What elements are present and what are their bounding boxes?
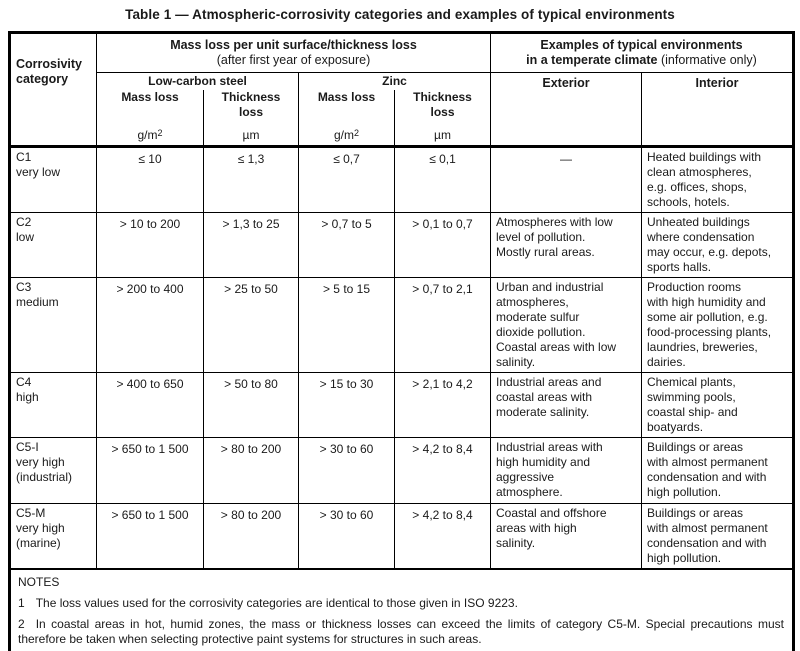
table-row-c4: C4 high > 400 to 650 > 50 to 80 > 15 to … xyxy=(9,371,794,438)
steel-mass-loss-cell: > 650 to 1 500 xyxy=(96,502,204,569)
zinc-thickness-loss-cell: > 2,1 to 4,2 xyxy=(394,371,491,438)
header-examples-group: Examples of typical environments in a te… xyxy=(490,32,794,73)
steel-thickness-loss-cell: > 80 to 200 xyxy=(203,502,299,569)
category-cell: C1 very low xyxy=(9,144,97,213)
table-row-c5m: C5-M very high (marine) > 650 to 1 500 >… xyxy=(9,502,794,569)
steel-mass-loss-cell: > 400 to 650 xyxy=(96,371,204,438)
interior-cell: Chemical plants, swimming pools, coastal… xyxy=(641,371,794,438)
mass-loss-group-title: Mass loss per unit surface/thickness los… xyxy=(170,38,417,52)
steel-mass-loss-cell: ≤ 10 xyxy=(96,144,204,213)
zinc-mass-loss-cell: > 15 to 30 xyxy=(298,371,395,438)
interior-cell: Production rooms with high humidity and … xyxy=(641,276,794,373)
steel-mass-loss-cell: > 10 to 200 xyxy=(96,211,204,278)
steel-thickness-loss-cell: > 50 to 80 xyxy=(203,371,299,438)
steel-thickness-loss-cell: > 80 to 200 xyxy=(203,436,299,504)
zinc-thickness-loss-cell: > 4,2 to 8,4 xyxy=(394,436,491,504)
header-steel-thickness-loss: Thickness loss µm xyxy=(203,89,299,147)
table-row-c2: C2 low > 10 to 200 > 1,3 to 25 > 0,7 to … xyxy=(9,211,794,278)
header-mass-loss-group: Mass loss per unit surface/thickness los… xyxy=(96,32,491,73)
category-cell: C5-I very high (industrial) xyxy=(9,436,97,504)
zinc-thickness-loss-cell: ≤ 0,1 xyxy=(394,144,491,213)
header-row-metals: Low-carbon steel Zinc Exterior Interior xyxy=(10,72,794,147)
steel-mass-unit: g/m2 xyxy=(137,127,163,142)
header-zinc-mass-loss: Mass loss g/m2 xyxy=(298,89,395,147)
category-cell: C3 medium xyxy=(9,276,97,373)
interior-cell: Heated buildings with clean atmospheres,… xyxy=(641,144,794,213)
notes-heading: NOTES xyxy=(18,574,60,589)
zinc-mass-loss-cell: > 5 to 15 xyxy=(298,276,395,373)
header-zinc-thickness-loss: Thickness loss µm xyxy=(394,89,491,147)
header-exterior: Exterior xyxy=(490,72,642,147)
interior-cell: Unheated buildings where condensation ma… xyxy=(641,211,794,278)
examples-group-subtitle: in a temperate climate (informative only… xyxy=(526,53,757,67)
zinc-thickness-loss-cell: > 4,2 to 8,4 xyxy=(394,502,491,569)
steel-mass-loss-cell: > 200 to 400 xyxy=(96,276,204,373)
exterior-cell: — xyxy=(490,144,642,213)
table-title: Table 1 — Atmospheric-corrosivity catego… xyxy=(125,7,675,22)
zinc-mass-loss-cell: > 0,7 to 5 xyxy=(298,211,395,278)
zinc-thickness-loss-cell: > 0,1 to 0,7 xyxy=(394,211,491,278)
mass-loss-group-subtitle: (after first year of exposure) xyxy=(216,53,371,67)
header-zinc: Zinc xyxy=(298,72,491,90)
exterior-cell: Industrial areas and coastal areas with … xyxy=(490,371,642,438)
header-corrosivity-category: Corrosivity category xyxy=(9,32,97,147)
zinc-mass-unit: g/m2 xyxy=(333,127,360,142)
category-cell: C4 high xyxy=(9,371,97,438)
interior-cell: Buildings or areas with almost permanent… xyxy=(641,436,794,504)
header-steel-mass-loss: Mass loss g/m2 xyxy=(96,89,204,147)
header-row-subcolumns: Mass loss g/m2 Thickness loss µm Mass lo… xyxy=(10,89,794,147)
category-cell: C5-M very high (marine) xyxy=(9,502,97,569)
note-2: 2 In coastal areas in hot, humid zones, t… xyxy=(18,616,784,646)
exterior-cell: Coastal and offshore areas with high sal… xyxy=(490,502,642,569)
zinc-thickness-unit: µm xyxy=(434,127,451,142)
header-row-groups: Corrosivity category Mass loss per unit … xyxy=(9,32,794,147)
corrosivity-table: Corrosivity category Mass loss per unit … xyxy=(8,31,795,651)
zinc-mass-loss-cell: ≤ 0,7 xyxy=(298,144,395,213)
category-cell: C2 low xyxy=(9,211,97,278)
notes-cell: NOTES 1 The loss values used for the corr… xyxy=(9,567,794,651)
steel-thickness-loss-cell: > 25 to 50 xyxy=(203,276,299,373)
steel-mass-loss-cell: > 650 to 1 500 xyxy=(96,436,204,504)
steel-thickness-loss-cell: ≤ 1,3 xyxy=(203,144,299,213)
header-low-carbon-steel: Low-carbon steel xyxy=(96,72,299,90)
zinc-mass-loss-cell: > 30 to 60 xyxy=(298,502,395,569)
steel-thickness-unit: µm xyxy=(242,127,260,142)
exterior-cell: Urban and industrial atmospheres, modera… xyxy=(490,276,642,373)
steel-thickness-loss-cell: > 1,3 to 25 xyxy=(203,211,299,278)
zinc-thickness-loss-cell: > 0,7 to 2,1 xyxy=(394,276,491,373)
interior-cell: Buildings or areas with almost permanent… xyxy=(641,502,794,569)
note-1: 1 The loss values used for the corrosivit… xyxy=(18,595,518,610)
zinc-mass-loss-cell: > 30 to 60 xyxy=(298,436,395,504)
notes-row: NOTES 1 The loss values used for the corr… xyxy=(9,567,794,651)
header-interior: Interior xyxy=(641,72,794,147)
table-row-c5i: C5-I very high (industrial) > 650 to 1 5… xyxy=(9,436,794,504)
examples-group-title: Examples of typical environments xyxy=(540,38,743,52)
table-row-c3: C3 medium > 200 to 400 > 25 to 50 > 5 to… xyxy=(9,276,794,373)
exterior-cell: Atmospheres with low level of pollution.… xyxy=(490,211,642,278)
table-row-c1: C1 very low ≤ 10 ≤ 1,3 ≤ 0,7 ≤ 0,1 — Hea… xyxy=(9,144,794,213)
exterior-cell: Industrial areas with high humidity and … xyxy=(490,436,642,504)
